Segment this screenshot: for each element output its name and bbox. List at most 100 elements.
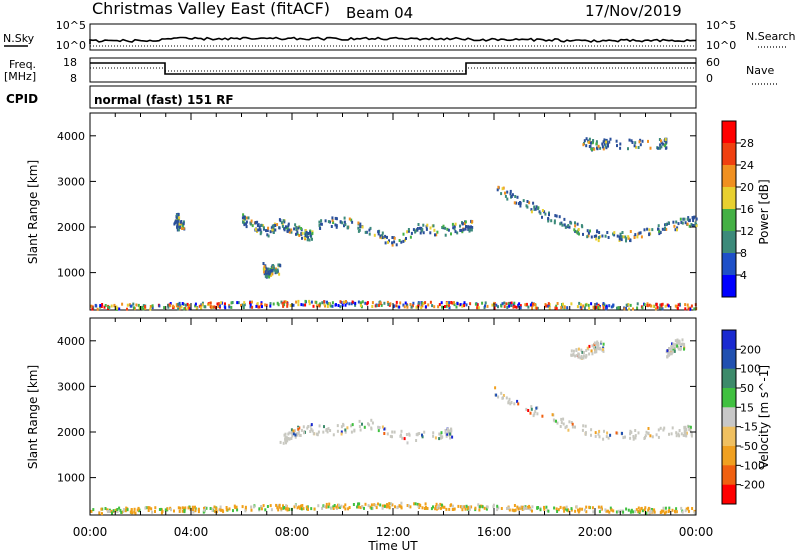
scatter-point (674, 343, 677, 347)
scatter-point (649, 434, 652, 438)
scatter-point (118, 307, 121, 311)
scatter-point (586, 229, 589, 233)
scatter-point (602, 347, 604, 351)
scatter-point (310, 507, 313, 511)
scatter-point (219, 505, 222, 509)
scatter-point (579, 305, 582, 309)
scatter-point (593, 341, 596, 345)
scatter-point (331, 304, 334, 308)
scatter-point (644, 434, 647, 438)
scatter-point (598, 231, 601, 234)
scatter-point (576, 305, 579, 309)
scatter-point (391, 503, 394, 507)
scatter-point (668, 351, 671, 355)
date-label: 17/Nov/2019 (585, 2, 682, 20)
scatter-point (144, 307, 147, 310)
scatter-point (688, 427, 691, 431)
scatter-point (481, 505, 484, 509)
freq-unit-label: [MHz] (4, 70, 36, 83)
noise-right-tick-bottom: 10^0 (706, 39, 736, 52)
scatter-point (269, 304, 272, 308)
scatter-point (528, 504, 531, 508)
scatter-point (243, 223, 246, 227)
scatter-point (90, 304, 93, 308)
scatter-point (586, 235, 589, 239)
scatter-point (513, 504, 516, 507)
scatter-point (399, 434, 402, 438)
scatter-point (544, 212, 547, 216)
scatter-point (624, 435, 626, 439)
scatter-point (497, 185, 500, 189)
scatter-point (357, 226, 360, 230)
scatter-point (178, 509, 181, 513)
scatter-point (513, 301, 516, 305)
scatter-point (277, 263, 280, 267)
scatter-point (358, 502, 361, 506)
scatter-point (494, 386, 497, 390)
scatter-point (464, 220, 467, 224)
scatter-point (452, 226, 455, 230)
scatter-point (648, 232, 651, 236)
scatter-point (564, 426, 567, 430)
scatter-point (693, 307, 696, 311)
scatter-point (359, 506, 362, 510)
scatter-point (683, 217, 686, 221)
scatter-point (449, 504, 452, 508)
scatter-point (277, 508, 280, 512)
scatter-point (298, 234, 301, 237)
scatter-point (672, 220, 675, 224)
scatter-point (296, 232, 299, 236)
scatter-point (525, 302, 528, 306)
scatter-point (593, 307, 596, 310)
scatter-point (304, 299, 307, 303)
scatter-point (133, 507, 136, 511)
scatter-point (518, 302, 521, 306)
scatter-point (606, 431, 609, 435)
scatter-point (262, 224, 265, 228)
scatter-point (556, 421, 559, 425)
scatter-point (627, 236, 630, 240)
scatter-point (685, 507, 688, 511)
scatter-point (387, 504, 390, 508)
scatter-point (662, 509, 665, 513)
scatter-point (211, 305, 214, 309)
scatter-point (304, 303, 307, 307)
scatter-point (674, 304, 677, 308)
scatter-point (198, 304, 201, 308)
scatter-point (352, 503, 355, 506)
scatter-point (548, 306, 551, 310)
scatter-point (380, 303, 383, 307)
scatter-point (296, 506, 299, 510)
scatter-point (662, 506, 665, 510)
scatter-point (603, 142, 606, 146)
scatter-point (609, 137, 612, 141)
scatter-point (547, 509, 550, 513)
scatter-point (519, 304, 522, 308)
scatter-point (358, 425, 361, 428)
scatter-point (335, 217, 338, 221)
colorbar-tick-label: -200 (740, 479, 765, 492)
scatter-point (528, 506, 531, 510)
scatter-point (682, 217, 685, 221)
scatter-point (660, 139, 662, 143)
scatter-point (288, 230, 291, 234)
scatter-point (377, 502, 379, 506)
scatter-point (309, 430, 312, 433)
scatter-point (547, 219, 550, 223)
scatter-point (500, 507, 503, 510)
scatter-point (302, 303, 305, 307)
scatter-point (595, 347, 598, 351)
scatter-point (381, 234, 384, 237)
scatter-point (177, 228, 180, 232)
scatter-point (415, 439, 418, 442)
scatter-point (407, 228, 410, 231)
scatter-point (308, 238, 311, 242)
scatter-point (454, 230, 457, 234)
scatter-point (694, 221, 697, 225)
scatter-point (184, 506, 187, 510)
scatter-point (270, 508, 273, 512)
scatter-point (177, 213, 180, 216)
scatter-point (297, 226, 300, 230)
scatter-point (574, 229, 577, 233)
scatter-point (580, 224, 583, 228)
